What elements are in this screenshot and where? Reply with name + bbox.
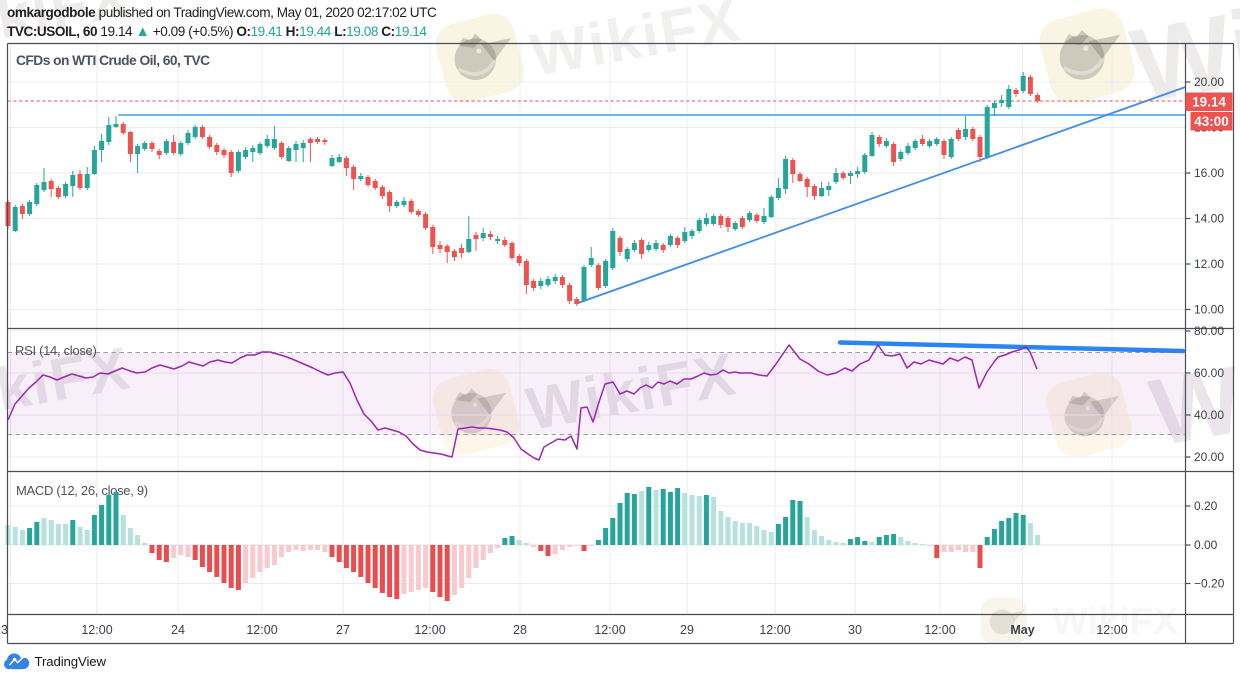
svg-text:RSI (14, close): RSI (14, close) [15, 343, 96, 358]
svg-text:12:00: 12:00 [81, 623, 112, 637]
svg-text:0.00: 0.00 [1194, 538, 1218, 552]
svg-text:WikiFX: WikiFX [1052, 601, 1179, 643]
svg-text:CFDs on WTI Crude Oil, 60, TVC: CFDs on WTI Crude Oil, 60, TVC [16, 53, 210, 68]
svg-text:16.00: 16.00 [1194, 166, 1224, 180]
svg-text:12:00: 12:00 [759, 623, 790, 637]
svg-text:30: 30 [848, 623, 862, 637]
svg-text:TradingView: TradingView [35, 654, 107, 669]
svg-text:0.20: 0.20 [1194, 499, 1218, 513]
svg-text:14.00: 14.00 [1194, 212, 1224, 226]
svg-text:omkargodbole published on Trad: omkargodbole published on TradingView.co… [7, 5, 437, 20]
svg-text:10.00: 10.00 [1194, 303, 1224, 317]
svg-text:12:00: 12:00 [414, 623, 445, 637]
svg-text:12:00: 12:00 [924, 623, 955, 637]
svg-text:20.00: 20.00 [1194, 75, 1224, 89]
svg-text:May: May [1010, 623, 1034, 637]
svg-text:80.00: 80.00 [1194, 324, 1224, 338]
svg-text:−0.20: −0.20 [1194, 577, 1225, 591]
svg-text:23: 23 [0, 623, 8, 637]
svg-text:29: 29 [680, 623, 694, 637]
svg-text:40.00: 40.00 [1194, 408, 1224, 422]
svg-text:12:00: 12:00 [246, 623, 277, 637]
svg-text:MACD (12, 26, close, 9): MACD (12, 26, close, 9) [16, 483, 148, 498]
svg-text:12.00: 12.00 [1194, 257, 1224, 271]
svg-text:28: 28 [513, 623, 527, 637]
svg-text:60.00: 60.00 [1194, 366, 1224, 380]
svg-text:24: 24 [171, 623, 185, 637]
svg-text:27: 27 [336, 623, 350, 637]
svg-text:12:00: 12:00 [1096, 623, 1127, 637]
svg-text:20.00: 20.00 [1194, 450, 1224, 464]
svg-text:43:00: 43:00 [1194, 114, 1229, 129]
svg-text:19.14: 19.14 [1192, 95, 1226, 110]
svg-text:12:00: 12:00 [594, 623, 625, 637]
svg-text:TVC:USOIL, 60 19.14 ▲ +0.09 (+: TVC:USOIL, 60 19.14 ▲ +0.09 (+0.5%) O:19… [7, 24, 427, 40]
